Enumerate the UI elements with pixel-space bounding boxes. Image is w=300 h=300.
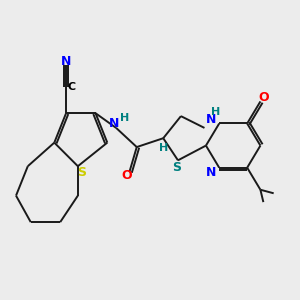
Text: N: N [61,55,71,68]
Text: H: H [159,142,168,153]
Text: C: C [67,82,75,92]
Text: O: O [121,169,132,182]
Text: O: O [258,92,269,104]
Text: N: N [109,117,119,130]
Text: N: N [206,166,216,178]
Text: H: H [120,113,129,124]
Text: S: S [172,161,181,174]
Text: H: H [211,107,220,117]
Text: S: S [77,166,86,179]
Text: N: N [206,113,216,127]
